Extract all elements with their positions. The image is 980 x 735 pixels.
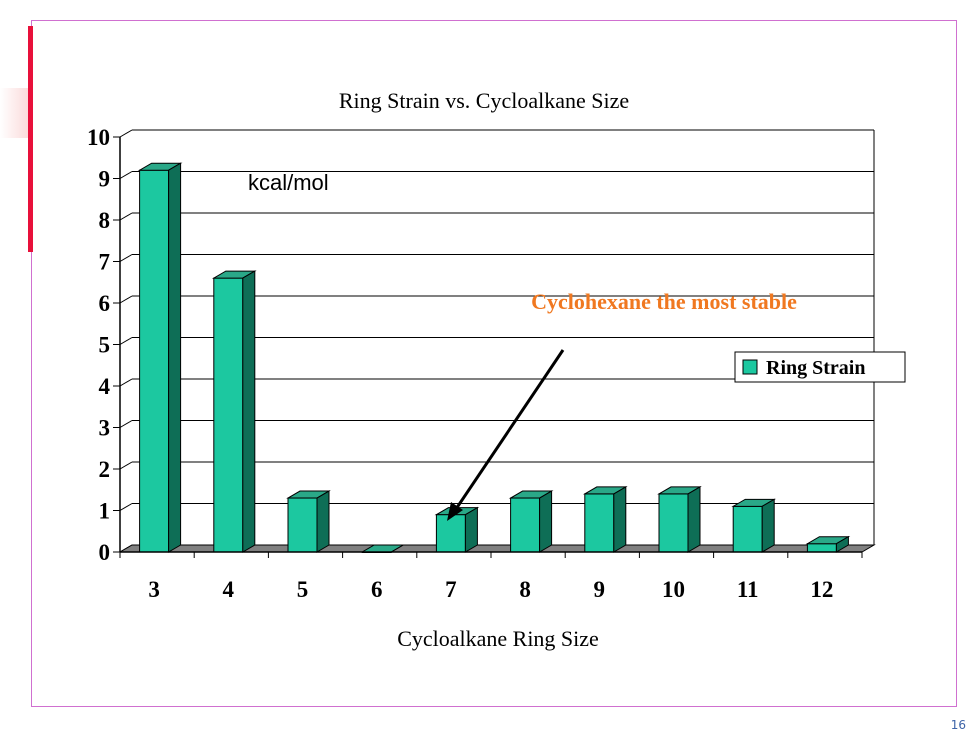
bar-front	[584, 493, 615, 553]
x-tick-label: 8	[519, 577, 531, 602]
slide-accent-glow	[0, 88, 30, 138]
bar-front	[139, 169, 170, 553]
x-tick-label: 4	[223, 577, 235, 602]
bar-4	[211, 270, 257, 553]
bar-front	[510, 497, 541, 553]
bar-front	[435, 514, 466, 553]
side-wall-line	[119, 171, 133, 179]
bar-front	[806, 543, 837, 553]
bar-side	[613, 486, 627, 553]
x-tick-label: 5	[297, 577, 309, 602]
bar-front	[658, 493, 689, 553]
side-wall-line	[119, 254, 133, 262]
bar-side	[168, 162, 182, 553]
legend-swatch	[742, 359, 758, 375]
bar-5	[286, 490, 331, 553]
x-tick-label: 10	[662, 577, 685, 602]
bar-side	[316, 490, 330, 553]
x-tick-label: 6	[371, 577, 383, 602]
bar-9	[582, 486, 628, 553]
side-wall-line	[119, 461, 133, 470]
side-wall-line	[119, 129, 133, 138]
x-tick-label: 12	[810, 577, 833, 602]
bar-11	[731, 498, 777, 553]
bar-side	[242, 270, 256, 553]
bar-layer	[137, 162, 851, 553]
page-number: 16	[950, 718, 966, 732]
y-tick-label: 3	[99, 416, 111, 441]
annotation-text: Cyclohexane the most stable	[531, 289, 797, 314]
y-tick-label: 4	[99, 374, 111, 399]
y-tick-label: 7	[99, 250, 111, 275]
bar-front	[732, 505, 763, 553]
side-wall-line	[119, 295, 133, 304]
bar-side	[835, 535, 849, 553]
chart-title: Ring Strain vs. Cycloalkane Size	[339, 88, 629, 113]
x-tick-label: 9	[594, 577, 606, 602]
bar-12	[805, 535, 851, 553]
annotation-arrow	[447, 349, 565, 521]
y-tick-label: 2	[99, 457, 111, 482]
bar-8	[508, 490, 554, 553]
y-tick-label: 0	[99, 540, 111, 565]
bar-3	[137, 162, 183, 553]
bar-side	[539, 490, 553, 553]
bar-side	[390, 544, 404, 553]
legend: Ring Strain	[734, 351, 906, 383]
unit-label: kcal/mol	[248, 170, 329, 195]
slide-accent-bar	[28, 26, 33, 252]
x-tick-label: 7	[445, 577, 457, 602]
x-axis-title: Cycloalkane Ring Size	[397, 626, 599, 651]
side-wall-line	[119, 212, 133, 221]
y-tick-label: 10	[87, 125, 110, 150]
bar-side	[761, 498, 775, 553]
y-tick-label: 8	[99, 208, 111, 233]
bar-side	[464, 506, 478, 553]
y-tick-label: 5	[99, 333, 111, 358]
y-tick-label: 1	[99, 499, 111, 524]
slide-frame	[31, 20, 957, 707]
y-tick-label: 9	[99, 167, 111, 192]
side-wall-line	[119, 503, 133, 511]
bar-front	[213, 277, 244, 553]
x-tick-label: 3	[148, 577, 160, 602]
bar-7	[434, 506, 480, 553]
y-tick-label: 6	[99, 291, 111, 316]
bar-front	[287, 497, 318, 553]
side-wall-line	[119, 337, 133, 345]
bar-side	[687, 486, 701, 553]
side-wall-line	[119, 420, 133, 428]
x-tick-label: 11	[737, 577, 759, 602]
bar-10	[657, 486, 702, 553]
side-wall-line	[119, 378, 133, 387]
legend-label: Ring Strain	[766, 357, 865, 379]
